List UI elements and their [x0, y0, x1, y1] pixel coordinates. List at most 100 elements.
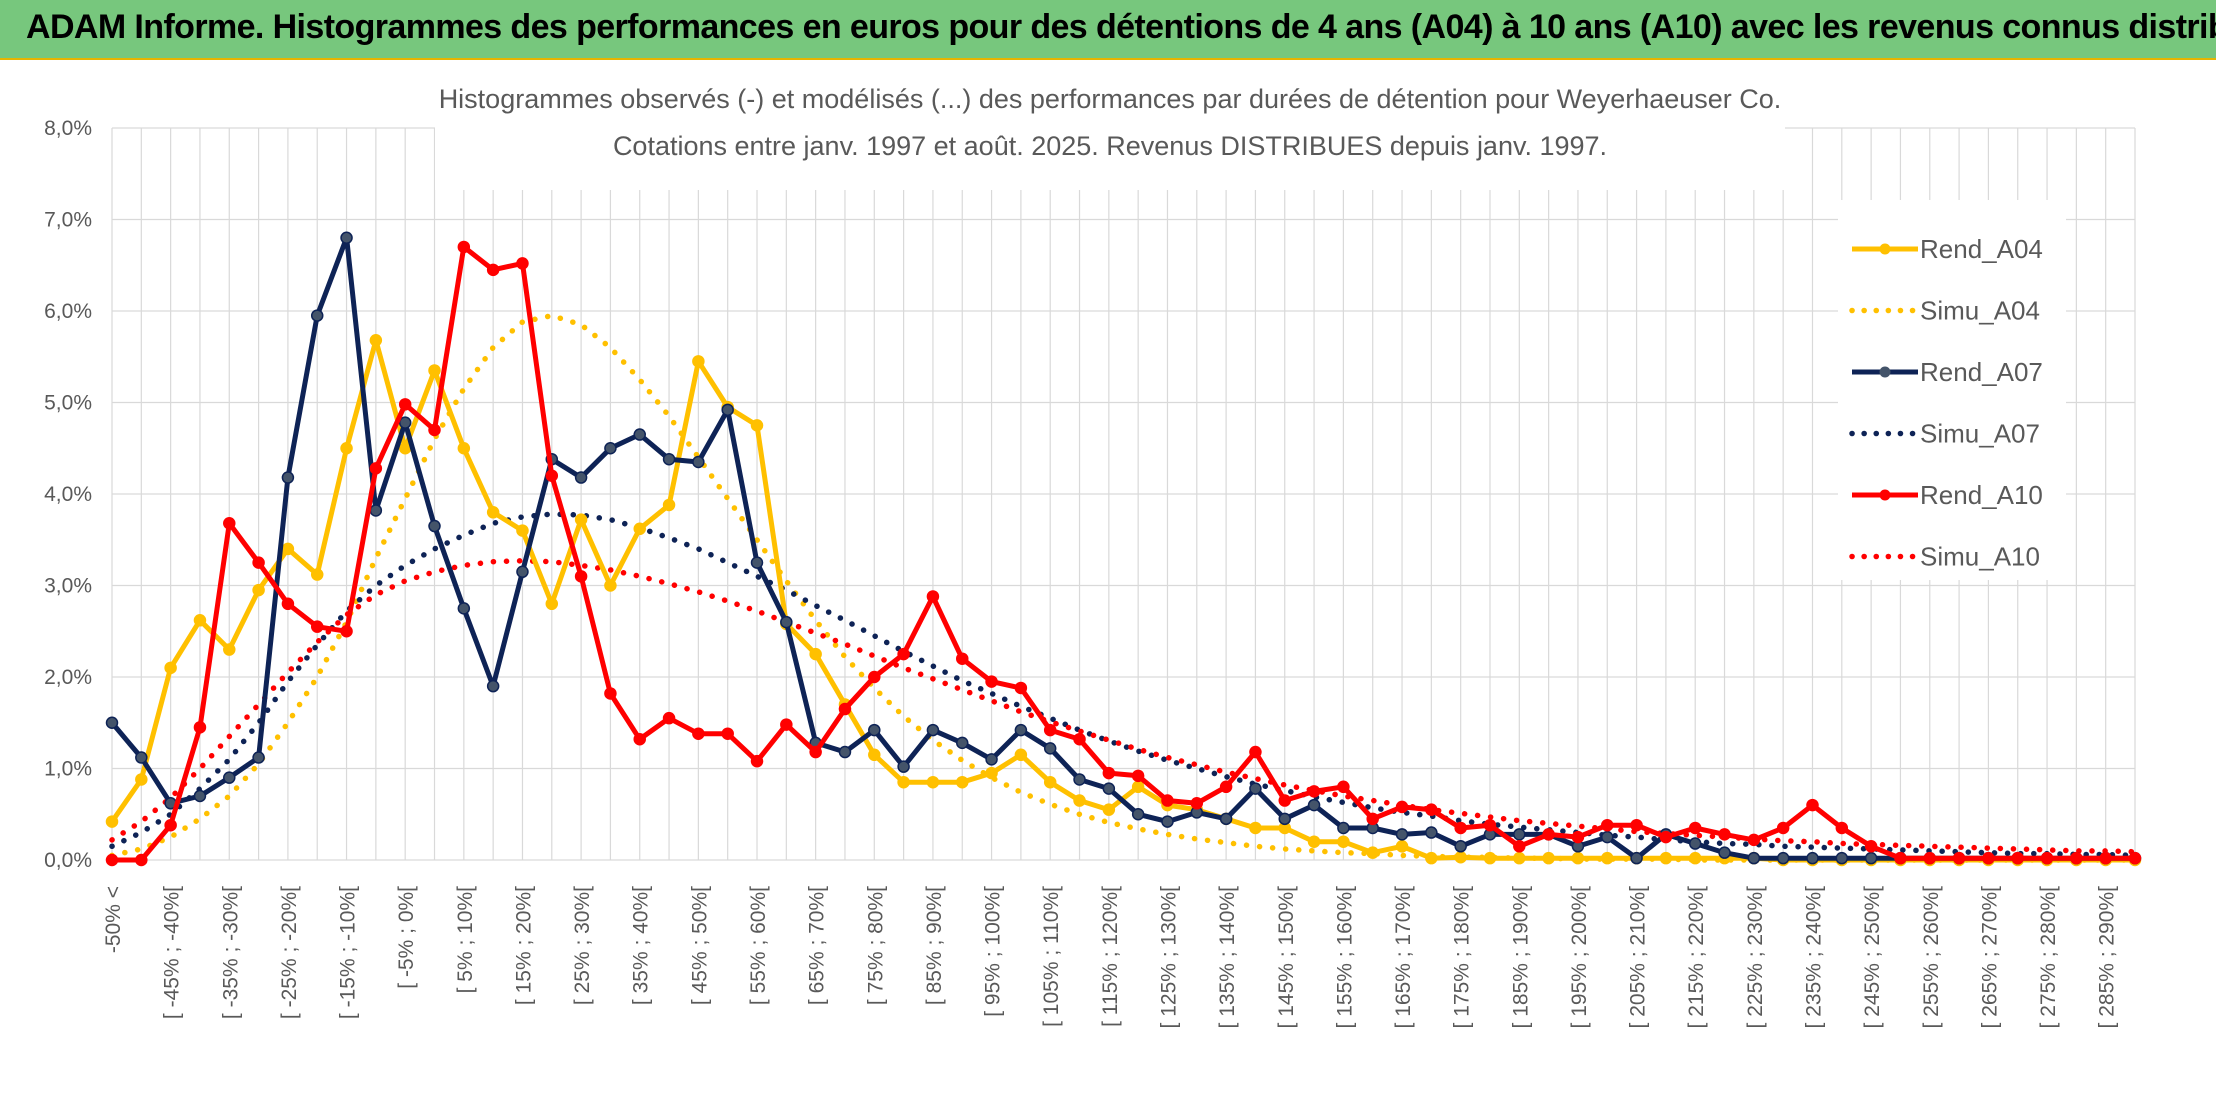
- data-point: [1513, 851, 1526, 865]
- data-point: [310, 568, 324, 581]
- data-point: [193, 614, 207, 627]
- data-point: [692, 355, 705, 368]
- x-tick-label: [ 245% ; 250%[: [1861, 886, 1884, 1029]
- data-point: [1952, 851, 1966, 865]
- data-point: [692, 455, 705, 469]
- data-point: [926, 590, 940, 603]
- data-point: [457, 240, 471, 254]
- x-tick-label: [ 15% ; 20%[: [512, 886, 535, 1005]
- data-point: [545, 469, 559, 482]
- y-tick-label: 7,0%: [44, 209, 92, 232]
- data-point: [1395, 840, 1409, 853]
- data-point: [1894, 851, 1907, 865]
- data-point: [1923, 851, 1937, 865]
- data-point: [1806, 851, 1819, 865]
- x-tick-label: [ -45% ; -40%[: [161, 886, 184, 1019]
- data-point: [428, 364, 441, 377]
- legend-label: Simu_A07: [1920, 419, 2040, 449]
- data-point: [310, 620, 324, 633]
- data-point: [516, 257, 529, 270]
- data-point: [1425, 803, 1438, 816]
- data-point: [164, 818, 177, 832]
- x-tick-label: [ 105% ; 110%[: [1040, 886, 1063, 1027]
- line-chart: Histogrammes observés (-) et modélisés (…: [0, 60, 2216, 1102]
- series-Rend_A10: [105, 240, 2142, 867]
- data-point: [1337, 821, 1350, 835]
- data-point: [310, 309, 324, 322]
- data-point: [1982, 851, 1995, 865]
- data-point: [1073, 732, 1086, 746]
- x-tick-label: [ 75% ; 80%[: [864, 886, 887, 1005]
- x-tick-label: [ -15% ; -10%[: [337, 886, 360, 1019]
- data-point: [1102, 803, 1116, 816]
- data-point: [1307, 785, 1321, 798]
- data-point: [1337, 780, 1350, 794]
- data-point: [1161, 815, 1174, 828]
- data-point: [604, 687, 617, 700]
- series-line: [110, 235, 2135, 861]
- data-point: [1278, 812, 1292, 826]
- x-tick-label: [ 55% ; 60%[: [747, 886, 770, 1005]
- data-point: [164, 661, 177, 675]
- data-point: [1806, 798, 1819, 812]
- data-point: [1043, 742, 1057, 755]
- y-tick-label: 2,0%: [44, 666, 92, 689]
- data-point: [1601, 851, 1614, 865]
- data-point: [1395, 828, 1409, 841]
- x-tick-label: [ 255% ; 260%[: [1920, 886, 1943, 1029]
- series-line: [109, 511, 2138, 859]
- data-point: [369, 462, 383, 475]
- data-point: [1454, 851, 1467, 864]
- data-point: [633, 428, 646, 441]
- data-point: [1131, 769, 1145, 783]
- data-point: [281, 471, 295, 484]
- data-point: [428, 519, 441, 533]
- x-tick-label: [ 215% ; 220%[: [1685, 886, 1708, 1029]
- data-point: [955, 775, 969, 789]
- data-point: [457, 602, 471, 615]
- data-point: [1718, 846, 1731, 859]
- data-point: [1073, 773, 1086, 786]
- data-point: [223, 771, 236, 784]
- data-point: [223, 517, 236, 530]
- data-point: [1307, 835, 1321, 848]
- x-tick-label: [ 225% ; 230%[: [1744, 886, 1767, 1029]
- chart-area: Histogrammes observés (-) et modélisés (…: [0, 60, 2216, 1102]
- data-point: [662, 452, 676, 466]
- data-point: [1219, 780, 1233, 794]
- data-point: [574, 570, 588, 583]
- data-point: [457, 442, 471, 455]
- x-tick-label: [ 235% ; 240%[: [1802, 886, 1825, 1029]
- data-point: [1688, 837, 1702, 850]
- legend: Rend_A04 Simu_A04 Rend_A07 Simu_A07 Rend_A10…: [1838, 200, 2066, 580]
- data-point: [1542, 851, 1555, 865]
- data-point: [574, 471, 588, 484]
- data-point: [398, 416, 412, 429]
- data-point: [1483, 851, 1497, 865]
- legend-label: Rend_A04: [1920, 234, 2043, 264]
- data-point: [1659, 830, 1673, 844]
- data-point: [340, 231, 353, 245]
- legend-item: Simu_A07: [1849, 419, 2040, 449]
- data-point: [1513, 840, 1526, 853]
- legend-label: Rend_A10: [1920, 480, 2043, 510]
- data-point: [1747, 851, 1761, 865]
- data-point: [545, 597, 559, 611]
- x-tick-label: [ -35% ; -30%[: [219, 886, 242, 1019]
- data-point: [486, 263, 500, 277]
- data-point: [1131, 808, 1145, 821]
- data-point: [868, 670, 881, 684]
- data-point: [692, 727, 705, 740]
- x-tick-label: [ 45% ; 50%[: [688, 886, 711, 1005]
- x-axis-labels: -50% < [ -45% ; -40%[[ -35% ; -30%[[ -25%…: [102, 886, 2119, 1029]
- data-point: [1601, 818, 1614, 832]
- legend-label: Rend_A07: [1920, 357, 2043, 387]
- data-point: [1102, 766, 1116, 780]
- data-point: [1366, 812, 1379, 826]
- data-point: [1864, 840, 1878, 853]
- data-point: [1776, 821, 1790, 835]
- data-point: [1102, 782, 1116, 795]
- data-point: [252, 556, 265, 569]
- legend-item: Rend_A07: [1852, 357, 2043, 387]
- data-point: [985, 753, 998, 766]
